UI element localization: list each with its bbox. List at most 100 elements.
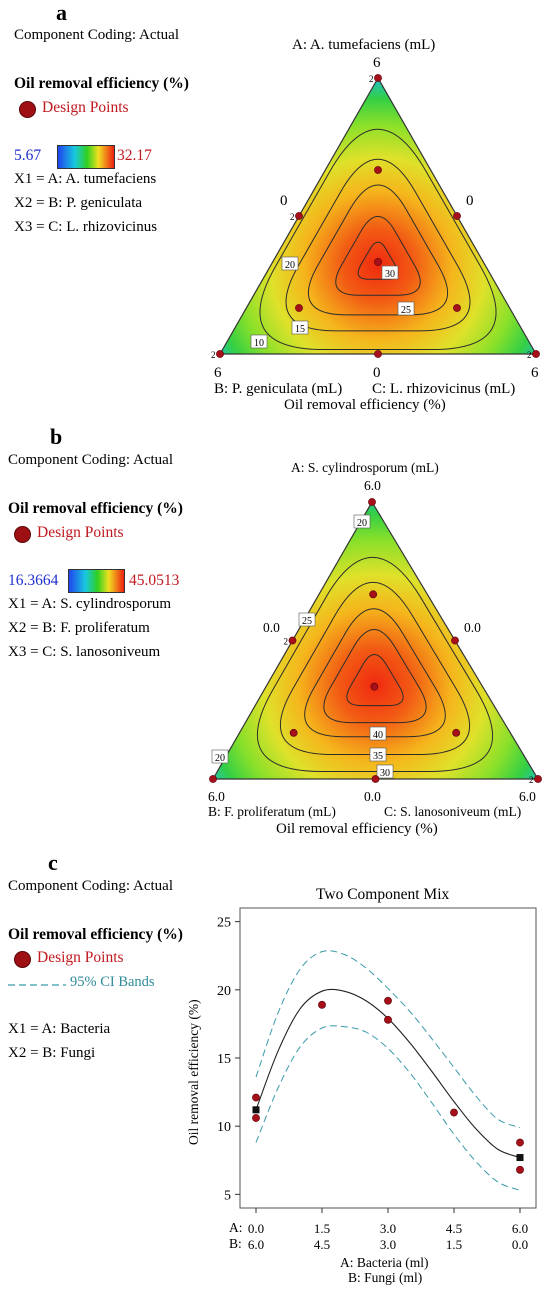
design-point: [384, 1015, 392, 1024]
panel-b-xlabel: Oil removal efficiency (%): [276, 821, 438, 837]
x-tick-label-a: 0.0: [248, 1221, 264, 1236]
plot-frame: [239, 907, 537, 1209]
contour-line: [335, 215, 421, 296]
design-point-legend-icon: [14, 951, 31, 968]
y-tick-label: 15: [217, 1052, 231, 1067]
contour-label-box: [376, 764, 394, 779]
predicted-marker: [516, 1154, 524, 1162]
contour-label: 30: [380, 768, 390, 779]
contour-line: [304, 608, 446, 738]
design-point: [216, 350, 224, 358]
panel-b-bottom-left-value: 6.0: [208, 789, 225, 804]
contour-label: 40: [373, 730, 383, 741]
ternary-0-surface: [220, 78, 536, 354]
contour-line: [279, 581, 471, 756]
contour-label-box: [211, 749, 229, 764]
panel-a-bottom-left-label: B: P. geniculata (mL): [214, 381, 343, 397]
ci-band-line: [255, 1025, 521, 1191]
design-point: [252, 1114, 260, 1122]
x-tick-label-b: 3.0: [380, 1237, 396, 1252]
contour-line: [256, 557, 493, 772]
design-point: [209, 775, 217, 783]
panel-a-bottom-right-value: 6: [531, 365, 539, 381]
design-point: [452, 728, 461, 737]
panel-b-range-high: 45.0513: [129, 572, 180, 589]
panel-b-range-low: 16.3664: [8, 572, 59, 589]
panel-b-apex-value: 6.0: [364, 478, 381, 493]
x-tick-label-a: 4.5: [446, 1221, 462, 1236]
design-point: [252, 1093, 260, 1102]
contour-label: 10: [254, 338, 264, 349]
contour-label-box: [369, 747, 387, 762]
panel-b-design-points-label: Design Points: [37, 524, 124, 541]
x-tick-label-b: 4.5: [314, 1237, 330, 1252]
panel-a-colorbar: [57, 145, 115, 169]
contour-label: 20: [215, 753, 225, 764]
contour-label: 15: [295, 324, 305, 335]
panel-c-response: Oil removal efficiency (%): [8, 926, 183, 943]
design-point: [295, 212, 303, 220]
replicate-label: 2: [211, 350, 216, 360]
contour-line: [323, 629, 427, 724]
panel-c-letter: c: [48, 850, 58, 875]
panel-a-factor-1: X1 = A: A. tumefaciens: [14, 171, 157, 187]
panel-a-range-high: 32.17: [117, 147, 152, 164]
panel-b-letter: b: [50, 424, 63, 449]
x-tick-label-a: 3.0: [380, 1221, 396, 1236]
panel-b-apex-title: A: S. cylindrosporum (mL): [291, 460, 439, 475]
x-tick-label-b: 6.0: [248, 1237, 264, 1252]
design-point: [374, 258, 382, 266]
x-tick-label-b: 0.0: [512, 1237, 528, 1252]
replicate-label: 2: [284, 637, 289, 647]
contour-label-box: [281, 256, 299, 271]
panel-b-bottom-right-label: C: S. lanosoniveum (mL): [384, 804, 522, 819]
panel-c-factor-2: X2 = B: Fungi: [8, 1045, 96, 1061]
contour-label-box: [397, 301, 415, 316]
panel-a-right-edge-value: 0: [466, 193, 474, 209]
contour-label-box: [369, 726, 387, 741]
panel-c-factor-1: X1 = A: Bacteria: [8, 1021, 111, 1037]
x-tick-label-b: 1.5: [446, 1237, 462, 1252]
panel-c-ci-label: 95% CI Bands: [70, 974, 155, 990]
design-point: [516, 1138, 524, 1147]
contour-label: 30: [385, 269, 395, 280]
design-point: [516, 1165, 524, 1174]
panel-b-bottom-right-value: 6.0: [519, 789, 536, 804]
design-point: [374, 74, 382, 82]
contour-label-box: [250, 334, 268, 349]
panel-b-colorbar: [68, 569, 125, 593]
design-point: [453, 304, 461, 312]
replicate-label: 2: [529, 775, 534, 785]
y-tick-label: 25: [217, 916, 231, 931]
design-point: [453, 212, 461, 220]
panel-b-bottom-left-label: B: F. proliferatum (mL): [208, 804, 336, 819]
panel-a-apex-title: A: A. tumefaciens (mL): [292, 37, 436, 53]
panel-a-coding: Component Coding: Actual: [14, 27, 179, 43]
panel-b-response: Oil removal efficiency (%): [8, 500, 183, 517]
design-point: [288, 636, 297, 645]
design-point: [534, 775, 542, 783]
panel-a-letter: a: [56, 0, 67, 25]
ci-band-line: [255, 950, 521, 1129]
contour-label: 20: [285, 260, 295, 271]
y-tick-label: 5: [224, 1188, 231, 1203]
panel-b-factor-3: X3 = C: S. lanosoniveum: [8, 644, 161, 660]
contour-label: 25: [401, 305, 411, 316]
panel-b-right-edge-value: 0.0: [464, 620, 481, 635]
contour-line: [285, 158, 471, 332]
chart-c-title: Two Component Mix: [316, 886, 450, 903]
panel-a-design-points-label: Design Points: [42, 99, 129, 116]
contour-line: [307, 184, 449, 316]
y-tick-label: 20: [217, 984, 231, 999]
chart-c-xlabel-b: B: Fungi (ml): [348, 1270, 423, 1285]
chart-c-xlabel-a: A: Bacteria (ml): [340, 1255, 429, 1270]
panel-a-apex-value: 6: [373, 55, 381, 71]
ci-band-legend-icon: [8, 984, 66, 986]
predicted-marker: [252, 1106, 260, 1114]
contour-label: 25: [302, 616, 312, 627]
design-point: [370, 682, 379, 691]
chart-c-xprefix-b: B:: [229, 1236, 242, 1251]
design-point: [371, 775, 380, 783]
panel-a-factor-2: X2 = B: P. geniculata: [14, 195, 143, 211]
